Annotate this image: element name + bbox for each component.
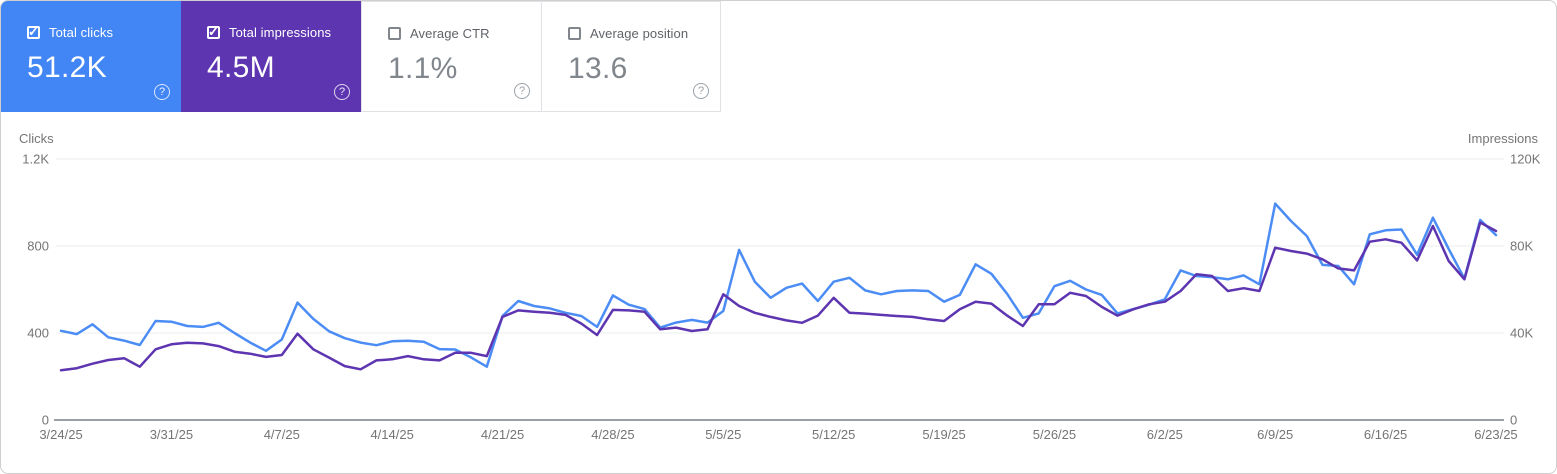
svg-text:4/21/25: 4/21/25 bbox=[481, 427, 524, 442]
metric-card-average-ctr[interactable]: Average CTR 1.1% bbox=[361, 1, 541, 112]
svg-text:0: 0 bbox=[42, 413, 49, 428]
svg-text:40K: 40K bbox=[1510, 326, 1533, 341]
total-clicks-checkbox[interactable] bbox=[27, 24, 40, 40]
metric-card-total-impressions[interactable]: Total impressions 4.5M bbox=[181, 1, 361, 112]
performance-chart: Clicks Impressions 1.2K 800 400 0 120K 80K 40K… bbox=[1, 112, 1556, 473]
average-ctr-checkbox[interactable] bbox=[388, 27, 401, 40]
total-impressions-checkbox[interactable] bbox=[207, 24, 220, 40]
metric-card-label: Average CTR bbox=[410, 26, 490, 41]
help-icon[interactable] bbox=[693, 83, 709, 99]
chart-series bbox=[59, 202, 1498, 372]
svg-text:800: 800 bbox=[27, 239, 49, 254]
svg-text:4/7/25: 4/7/25 bbox=[264, 427, 300, 442]
svg-text:80K: 80K bbox=[1510, 239, 1533, 254]
total-clicks-value: 51.2K bbox=[27, 51, 107, 84]
svg-text:5/12/25: 5/12/25 bbox=[812, 427, 855, 442]
help-icon[interactable] bbox=[514, 83, 530, 99]
svg-text:0: 0 bbox=[1510, 413, 1517, 428]
svg-text:5/26/25: 5/26/25 bbox=[1033, 427, 1076, 442]
right-axis-title: Impressions bbox=[1468, 131, 1539, 146]
svg-text:120K: 120K bbox=[1510, 152, 1541, 167]
metric-card-average-position[interactable]: Average position 13.6 bbox=[541, 1, 721, 112]
metric-cards-row: Total clicks 51.2K Total impressions 4.5… bbox=[1, 1, 1556, 112]
svg-text:3/31/25: 3/31/25 bbox=[150, 427, 193, 442]
help-icon[interactable] bbox=[334, 84, 350, 100]
svg-text:4/14/25: 4/14/25 bbox=[370, 427, 413, 442]
chart-canvas: Clicks Impressions 1.2K 800 400 0 120K 80K 40K… bbox=[19, 131, 1541, 443]
svg-text:6/16/25: 6/16/25 bbox=[1364, 427, 1407, 442]
svg-text:5/5/25: 5/5/25 bbox=[705, 427, 741, 442]
average-position-checkbox[interactable] bbox=[568, 27, 581, 40]
average-position-value: 13.6 bbox=[568, 52, 628, 85]
metric-card-label: Total impressions bbox=[229, 25, 332, 40]
svg-text:4/28/25: 4/28/25 bbox=[591, 427, 634, 442]
metric-card-total-clicks[interactable]: Total clicks 51.2K bbox=[1, 1, 181, 112]
metric-card-label: Total clicks bbox=[49, 25, 114, 40]
svg-text:6/23/25: 6/23/25 bbox=[1474, 427, 1517, 442]
total-impressions-value: 4.5M bbox=[207, 51, 275, 84]
svg-text:1.2K: 1.2K bbox=[22, 152, 49, 167]
left-axis-title: Clicks bbox=[19, 131, 54, 146]
average-ctr-value: 1.1% bbox=[388, 52, 458, 85]
svg-text:400: 400 bbox=[27, 326, 49, 341]
help-icon[interactable] bbox=[154, 84, 170, 100]
svg-text:6/2/25: 6/2/25 bbox=[1147, 427, 1183, 442]
metric-card-label: Average position bbox=[590, 26, 689, 41]
chart-gridlines bbox=[54, 158, 1504, 421]
svg-text:3/24/25: 3/24/25 bbox=[39, 427, 82, 442]
svg-text:5/19/25: 5/19/25 bbox=[922, 427, 965, 442]
svg-text:6/9/25: 6/9/25 bbox=[1257, 427, 1293, 442]
